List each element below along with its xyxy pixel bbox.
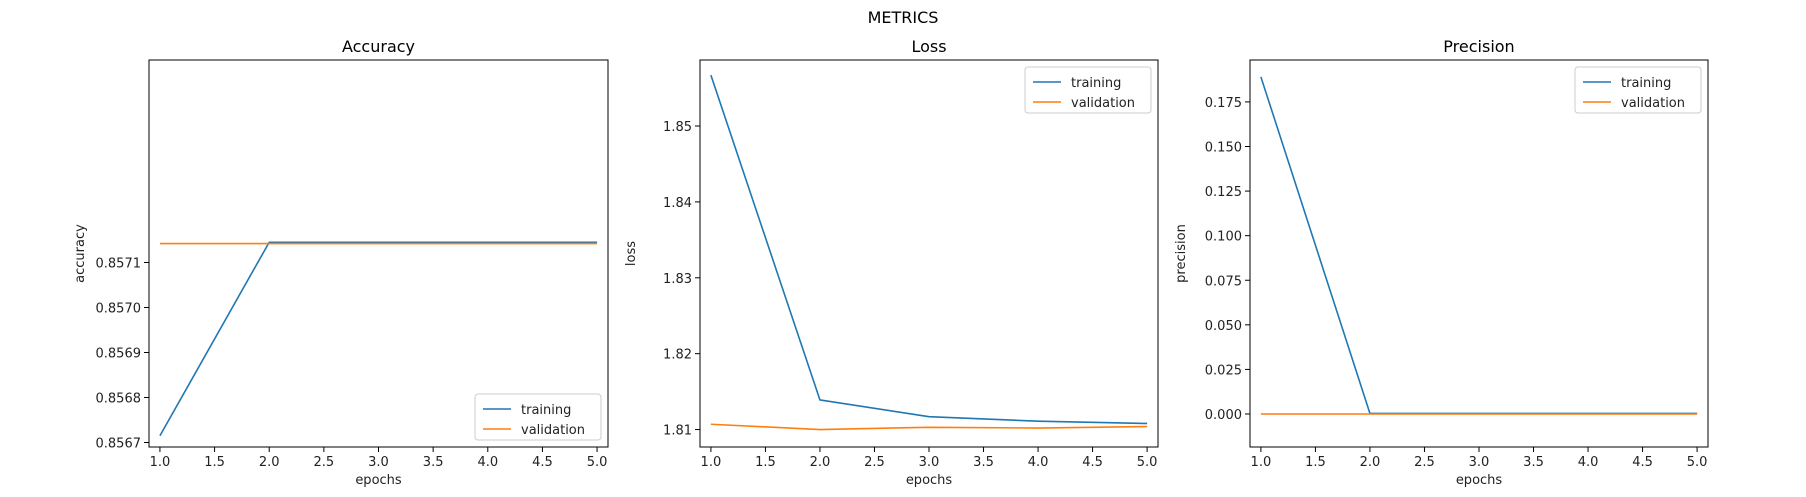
x-tick-label: 5.0 [1687,455,1708,470]
y-tick-label: 0.075 [1205,274,1242,289]
x-tick-label: 2.0 [259,455,280,470]
y-tick-label: 0.8567 [96,437,142,452]
y-tick-label: 0.100 [1205,230,1242,245]
y-tick-label: 0.000 [1205,408,1242,423]
panel-title-precision: Precision [1443,37,1514,56]
x-tick-label: 3.0 [1469,455,1490,470]
legend-label-validation: validation [1621,96,1685,111]
x-tick-label: 3.5 [423,455,444,470]
y-axis-label: loss [624,241,639,266]
y-tick-label: 0.8571 [96,257,142,272]
plot-frame [148,59,609,448]
x-tick-label: 2.0 [1360,455,1381,470]
x-tick-label: 1.0 [150,455,171,470]
x-tick-label: 4.0 [1028,455,1049,470]
y-tick-label: 0.150 [1205,140,1242,155]
x-tick-label: 3.5 [973,455,994,470]
x-tick-label: 4.5 [1632,455,1653,470]
x-axis-label: epochs [1456,473,1503,488]
plot-frame [699,59,1159,448]
x-tick-label: 1.5 [1305,455,1326,470]
y-tick-label: 0.8569 [96,347,142,362]
y-axis-label: precision [1174,224,1189,283]
x-tick-label: 2.5 [314,455,335,470]
x-tick-label: 1.0 [1251,455,1272,470]
y-tick-label: 1.85 [663,120,692,135]
y-tick-label: 0.050 [1205,319,1242,334]
x-tick-label: 2.0 [810,455,831,470]
legend: training validation [1574,66,1702,114]
legend-label-validation: validation [521,423,585,438]
y-tick-label: 0.8570 [96,302,142,317]
x-tick-label: 3.0 [368,455,389,470]
y-tick-label: 0.125 [1205,185,1242,200]
x-tick-label: 4.5 [1082,455,1103,470]
series-line-validation [710,423,1148,431]
x-tick-label: 3.0 [919,455,940,470]
legend: training validation [474,393,602,441]
legend-label-validation: validation [1071,96,1135,111]
x-tick-label: 1.0 [701,455,722,470]
panel-loss: Loss 1.0 1.5 2.0 2.5 3.0 3.5 4.0 4.5 5.0 1.81 1.82 1… [624,37,1159,488]
x-tick-label: 5.0 [1137,455,1158,470]
series-line-training [710,74,1148,425]
panel-precision: Precision 1.0 1.5 2.0 2.5 3.0 3.5 4.0 4.5 5.0 0.00… [1174,37,1709,488]
x-tick-label: 5.0 [587,455,608,470]
panel-accuracy: Accuracy 1.0 1.5 2.0 2.5 3.0 3.5 4.0 4.5 5.0 0.856… [73,37,609,488]
legend-label-training: training [521,403,571,418]
y-axis-label: accuracy [73,224,88,283]
x-tick-label: 4.0 [1578,455,1599,470]
legend-label-training: training [1621,76,1671,91]
x-tick-label: 2.5 [1414,455,1435,470]
y-tick-label: 1.82 [663,348,692,363]
x-axis-label: epochs [906,473,953,488]
y-tick-label: 1.81 [663,424,692,439]
y-tick-label: 0.8568 [96,392,142,407]
x-tick-label: 4.0 [477,455,498,470]
y-tick-label: 1.84 [663,196,692,211]
series-line-training [1260,76,1698,415]
y-tick-label: 0.025 [1205,363,1242,378]
plot-frame [1249,59,1709,448]
x-tick-label: 3.5 [1523,455,1544,470]
figure-title: METRICS [868,8,939,27]
x-tick-label: 1.5 [204,455,225,470]
x-tick-label: 1.5 [755,455,776,470]
series-line-training [159,241,598,437]
y-tick-label: 0.175 [1205,96,1242,111]
legend: training validation [1024,66,1152,114]
panel-title-loss: Loss [911,37,946,56]
x-axis-label: epochs [355,473,402,488]
x-tick-label: 4.5 [532,455,553,470]
x-tick-label: 2.5 [864,455,885,470]
y-tick-label: 1.83 [663,272,692,287]
panel-title-accuracy: Accuracy [342,37,415,56]
legend-label-training: training [1071,76,1121,91]
